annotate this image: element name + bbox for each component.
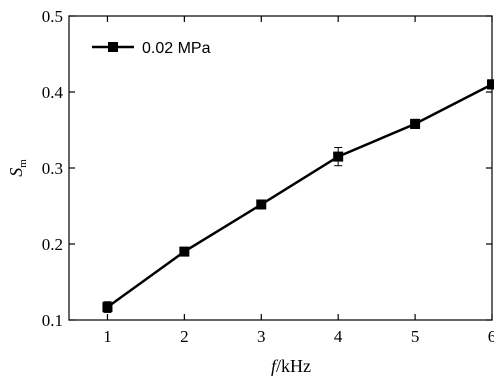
legend-label: 0.02 MPa bbox=[142, 40, 211, 57]
series-layer bbox=[102, 79, 494, 313]
data-point bbox=[333, 151, 344, 162]
y-axis-title-symbol: S bbox=[6, 168, 26, 177]
y-tick-label: 0.4 bbox=[42, 83, 64, 102]
y-axis-title: Sm bbox=[6, 159, 29, 177]
x-axis-title-unit: /kHz bbox=[276, 356, 311, 376]
data-point bbox=[179, 246, 190, 257]
y-tick-label: 0.1 bbox=[42, 311, 63, 330]
x-tick-label: 2 bbox=[180, 327, 189, 346]
x-tick-label: 4 bbox=[334, 327, 343, 346]
svg-text:Sm: Sm bbox=[6, 159, 29, 177]
data-point bbox=[410, 118, 421, 129]
data-point bbox=[487, 79, 494, 90]
y-tick-label: 0.5 bbox=[42, 7, 63, 26]
series-line bbox=[106, 83, 493, 309]
x-tick-label: 3 bbox=[257, 327, 266, 346]
data-point bbox=[256, 199, 267, 210]
plot-frame bbox=[68, 15, 493, 321]
legend-marker bbox=[108, 42, 118, 52]
x-axis-title-symbol: f bbox=[271, 356, 279, 376]
x-tick-label: 1 bbox=[103, 327, 112, 346]
y-tick-label: 0.3 bbox=[42, 159, 63, 178]
legend: 0.02 MPa bbox=[92, 40, 211, 57]
x-tick-label: 6 bbox=[488, 327, 494, 346]
y-axis-title-subscript: m bbox=[17, 159, 29, 168]
x-axis-title: f/kHz bbox=[271, 356, 311, 376]
y-tick-label: 0.2 bbox=[42, 235, 63, 254]
data-point bbox=[102, 302, 113, 313]
axis-ticks: 1 2 3 4 5 6 0.1 0.2 0.3 0.4 0.5 bbox=[42, 7, 494, 346]
x-tick-label: 5 bbox=[411, 327, 420, 346]
plot-border bbox=[68, 15, 493, 321]
